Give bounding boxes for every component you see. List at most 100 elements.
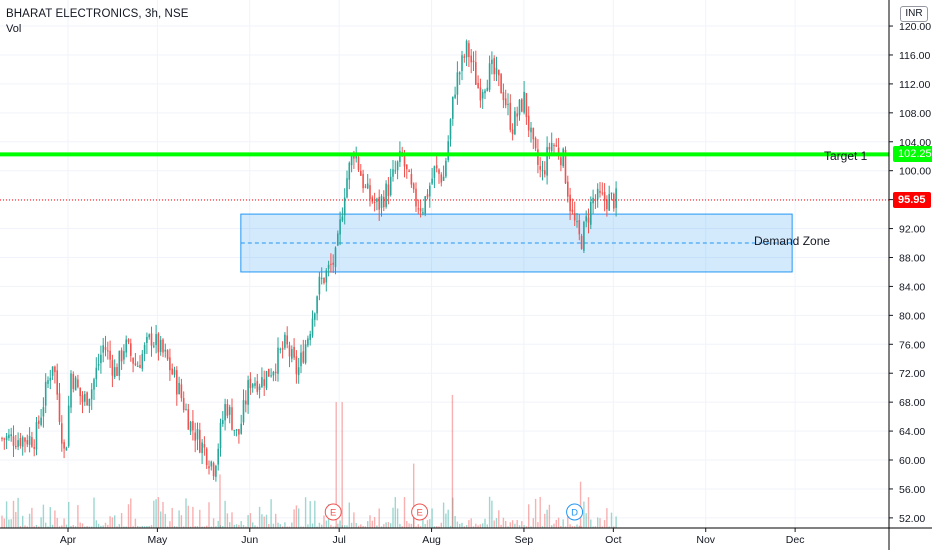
volume-bar: [206, 525, 208, 528]
candle-body: [555, 145, 558, 147]
volume-bar: [270, 499, 272, 528]
volume-bar: [518, 525, 521, 528]
volume-bar: [477, 525, 479, 528]
event-marker-label: E: [416, 508, 422, 519]
candle-body: [295, 356, 298, 375]
volume-bar: [403, 497, 406, 528]
volume-bar: [187, 505, 189, 528]
volume-bar: [357, 525, 360, 528]
volume-bar: [325, 520, 327, 528]
volume-bar: [88, 526, 91, 528]
candle-body: [127, 339, 130, 343]
candle-body: [431, 178, 433, 184]
candle-body: [141, 353, 144, 369]
volume-bar: [419, 526, 422, 528]
candle-body: [458, 72, 461, 75]
candle-body: [118, 350, 121, 376]
volume-label: Vol: [6, 23, 22, 35]
candle-body: [173, 369, 176, 375]
volume-bar: [599, 518, 601, 528]
volume-bar: [461, 522, 463, 528]
volume-bar: [111, 517, 114, 528]
candle-body: [456, 72, 459, 95]
candle-body: [63, 442, 65, 449]
volume-bar: [210, 526, 212, 528]
price-tick-label: 52.00: [899, 513, 925, 525]
candle-body: [481, 92, 484, 99]
candle-body: [95, 367, 98, 380]
volume-bar: [383, 524, 385, 528]
candle-body: [120, 350, 123, 362]
volume-bar: [68, 501, 70, 528]
candle-body: [465, 41, 468, 58]
volume-bar: [33, 526, 35, 528]
candle-body: [493, 58, 495, 75]
candle-body: [228, 407, 231, 415]
volume-bar: [332, 526, 334, 528]
volume-bar: [178, 510, 180, 528]
volume-bar: [314, 500, 316, 528]
candle-body: [102, 345, 104, 353]
volume-bar: [413, 517, 415, 528]
volume-bar: [442, 502, 445, 528]
price-tick-label: 76.00: [899, 339, 925, 351]
target-label: Target 1: [824, 149, 868, 163]
volume-bar: [390, 523, 392, 528]
volume-bar: [608, 526, 610, 528]
volume-bar: [537, 522, 539, 528]
volume-bar: [19, 525, 22, 528]
volume-bar: [307, 524, 309, 528]
candle-body: [8, 434, 10, 439]
candle-body: [314, 313, 316, 320]
volume-bar: [557, 517, 560, 528]
candle-body: [477, 82, 479, 88]
volume-bar: [488, 496, 491, 528]
price-tick-label: 80.00: [899, 310, 925, 322]
candle-body: [486, 87, 489, 92]
candle-body: [123, 351, 125, 360]
volume-bar: [42, 504, 45, 528]
currency-badge[interactable]: INR: [900, 6, 928, 22]
candle-body: [541, 169, 544, 172]
candle-body: [387, 184, 390, 197]
candle-body: [162, 339, 164, 353]
candle-body: [578, 219, 581, 235]
candle-body: [291, 349, 293, 359]
candle-body: [277, 347, 279, 374]
candle-body: [511, 129, 514, 135]
candle-body: [509, 102, 512, 130]
candle-body: [580, 236, 583, 250]
volume-bar: [148, 525, 150, 528]
candle-body: [132, 357, 134, 364]
candle-body: [35, 422, 38, 450]
volume-bar: [468, 520, 470, 528]
candle-body: [187, 409, 190, 430]
volume-bar: [335, 402, 337, 528]
volume-bar: [185, 498, 187, 528]
volume-bar: [551, 525, 553, 528]
candle-body: [461, 55, 463, 72]
volume-bar: [493, 520, 495, 528]
volume-bar: [323, 515, 325, 528]
volume-bar: [369, 515, 371, 528]
candle-body: [544, 170, 546, 175]
volume-bar: [77, 505, 79, 528]
candle-body: [240, 423, 242, 434]
volume-bar: [279, 524, 281, 528]
candle-body: [327, 264, 330, 269]
candle-body: [279, 349, 282, 351]
volume-bar: [86, 525, 88, 528]
candle-body: [176, 370, 178, 395]
volume-bar: [610, 512, 613, 528]
candle-body: [599, 190, 601, 193]
volume-bar: [394, 497, 396, 528]
price-tick-label: 64.00: [899, 426, 925, 438]
price-tick-label: 60.00: [899, 455, 925, 467]
volume-bar: [525, 526, 528, 528]
candle-body: [438, 169, 440, 174]
candle-body: [532, 127, 535, 140]
volume-bar: [378, 508, 380, 528]
candle-body: [442, 176, 445, 181]
volume-bar: [511, 520, 514, 528]
